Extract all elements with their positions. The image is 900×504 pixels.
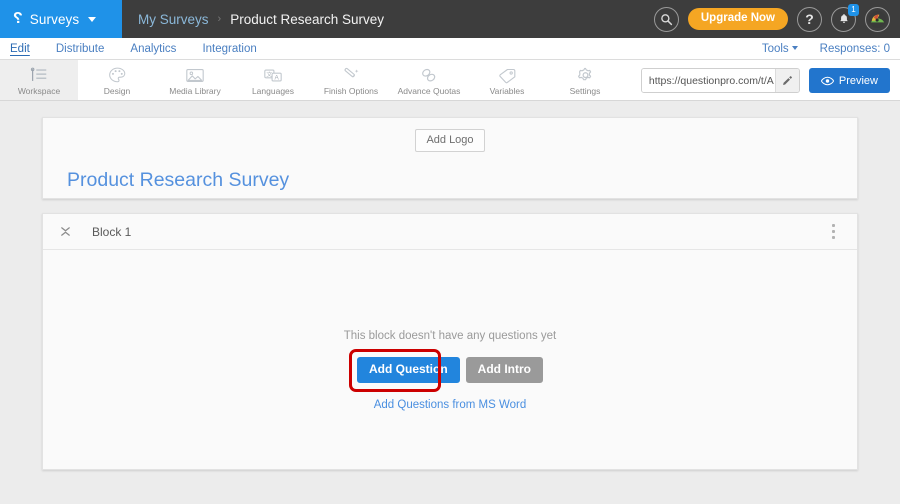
top-bar-actions: Upgrade Now ? 1 xyxy=(653,0,890,38)
tool-label: Media Library xyxy=(169,86,221,96)
caret-down-icon xyxy=(88,16,97,22)
block-card: Block 1 This block doesn't have any ques… xyxy=(42,213,858,470)
kebab-menu-icon[interactable] xyxy=(832,224,835,239)
notifications-button[interactable]: 1 xyxy=(831,3,859,32)
preview-button[interactable]: Preview xyxy=(808,68,890,93)
tool-settings[interactable]: Settings xyxy=(546,60,624,100)
magic-wand-icon xyxy=(341,66,361,85)
block-header: Block 1 xyxy=(43,214,857,250)
avatar[interactable] xyxy=(865,6,890,32)
translate-icon: 文 A xyxy=(263,66,283,85)
nav-right-group: Tools Responses: 0 xyxy=(762,43,890,55)
nav-item-integration[interactable]: Integration xyxy=(202,42,257,55)
upgrade-now-button[interactable]: Upgrade Now xyxy=(687,7,788,31)
nav-item-distribute[interactable]: Distribute xyxy=(55,42,105,55)
survey-url-value: https://questionpro.com/t/A xyxy=(641,69,775,92)
add-logo-button[interactable]: Add Logo xyxy=(415,129,485,152)
tool-media-library[interactable]: Media Library xyxy=(156,60,234,100)
notification-count-badge: 1 xyxy=(848,3,859,16)
pencil-icon xyxy=(782,76,792,85)
gear-icon xyxy=(576,66,595,85)
breadcrumb-my-surveys-link[interactable]: My Surveys xyxy=(138,11,209,27)
palette-icon xyxy=(108,66,127,85)
eye-icon xyxy=(820,76,834,85)
empty-state-message: This block doesn't have any questions ye… xyxy=(343,330,557,342)
add-question-button[interactable]: Add Question xyxy=(357,357,460,384)
empty-state-actions: Add Question Add Intro xyxy=(349,349,543,392)
toolbar-right-group: https://questionpro.com/t/A Preview xyxy=(640,60,890,101)
search-icon xyxy=(661,13,673,25)
tag-icon xyxy=(497,66,517,85)
tool-label: Advance Quotas xyxy=(397,86,461,96)
tool-workspace[interactable]: Workspace xyxy=(0,60,78,100)
breadcrumb-separator-icon: › xyxy=(217,13,222,25)
tool-label: Settings xyxy=(569,86,601,96)
editor-toolbar: Workspace Design Media Library xyxy=(0,60,900,101)
tools-label: Tools xyxy=(761,42,789,55)
tool-advance-quotas[interactable]: Advance Quotas xyxy=(390,60,468,100)
tools-dropdown[interactable]: Tools xyxy=(762,43,798,55)
edit-url-button[interactable] xyxy=(774,69,799,92)
tool-label: Languages xyxy=(251,86,295,96)
nav-item-analytics[interactable]: Analytics xyxy=(130,42,177,55)
preview-label: Preview xyxy=(838,74,878,87)
tool-design[interactable]: Design xyxy=(78,60,156,100)
svg-text:文: 文 xyxy=(266,70,272,78)
svg-text:A: A xyxy=(275,74,280,81)
survey-editor-canvas: Add Logo Product Research Survey Block 1… xyxy=(0,101,900,502)
tool-finish-options[interactable]: Finish Options xyxy=(312,60,390,100)
help-button[interactable]: ? xyxy=(797,6,822,32)
tool-label: Variables xyxy=(489,86,525,96)
workspace-list-icon xyxy=(29,66,49,85)
breadcrumb: My Surveys › Product Research Survey xyxy=(122,12,384,27)
bell-icon xyxy=(839,14,848,23)
image-icon xyxy=(185,66,205,85)
tool-languages[interactable]: 文 A Languages xyxy=(234,60,312,100)
brand-surveys-dropdown[interactable]: ? Surveys xyxy=(0,0,122,38)
responses-count: Responses: 0 xyxy=(819,42,890,55)
section-nav: Edit Distribute Analytics Integration To… xyxy=(0,38,900,60)
page-title[interactable]: Product Research Survey xyxy=(67,169,290,191)
caret-down-icon xyxy=(791,46,798,51)
add-intro-button[interactable]: Add Intro xyxy=(465,357,543,384)
questionpro-p-logo-icon: ? xyxy=(13,10,23,27)
tool-variables[interactable]: Variables xyxy=(468,60,546,100)
survey-header-card: Add Logo Product Research Survey xyxy=(42,117,858,199)
brand-label: Surveys xyxy=(29,11,80,27)
chain-links-icon xyxy=(419,66,439,85)
add-questions-from-ms-word-link[interactable]: Add Questions from MS Word xyxy=(373,399,527,412)
collapse-chevrons-icon[interactable] xyxy=(59,225,72,238)
question-mark-icon: ? xyxy=(805,11,814,27)
top-bar: ? Surveys My Surveys › Product Research … xyxy=(0,0,900,38)
breadcrumb-current-survey: Product Research Survey xyxy=(230,11,385,27)
user-avatar-icon xyxy=(868,10,887,28)
block-title[interactable]: Block 1 xyxy=(92,224,132,239)
search-button[interactable] xyxy=(653,6,679,32)
tool-label: Finish Options xyxy=(323,86,379,96)
block-empty-state: This block doesn't have any questions ye… xyxy=(43,250,857,469)
tool-label: Design xyxy=(103,86,131,96)
nav-item-edit[interactable]: Edit xyxy=(10,42,30,55)
survey-url-field[interactable]: https://questionpro.com/t/A xyxy=(640,68,800,93)
tool-label: Workspace xyxy=(17,86,61,96)
